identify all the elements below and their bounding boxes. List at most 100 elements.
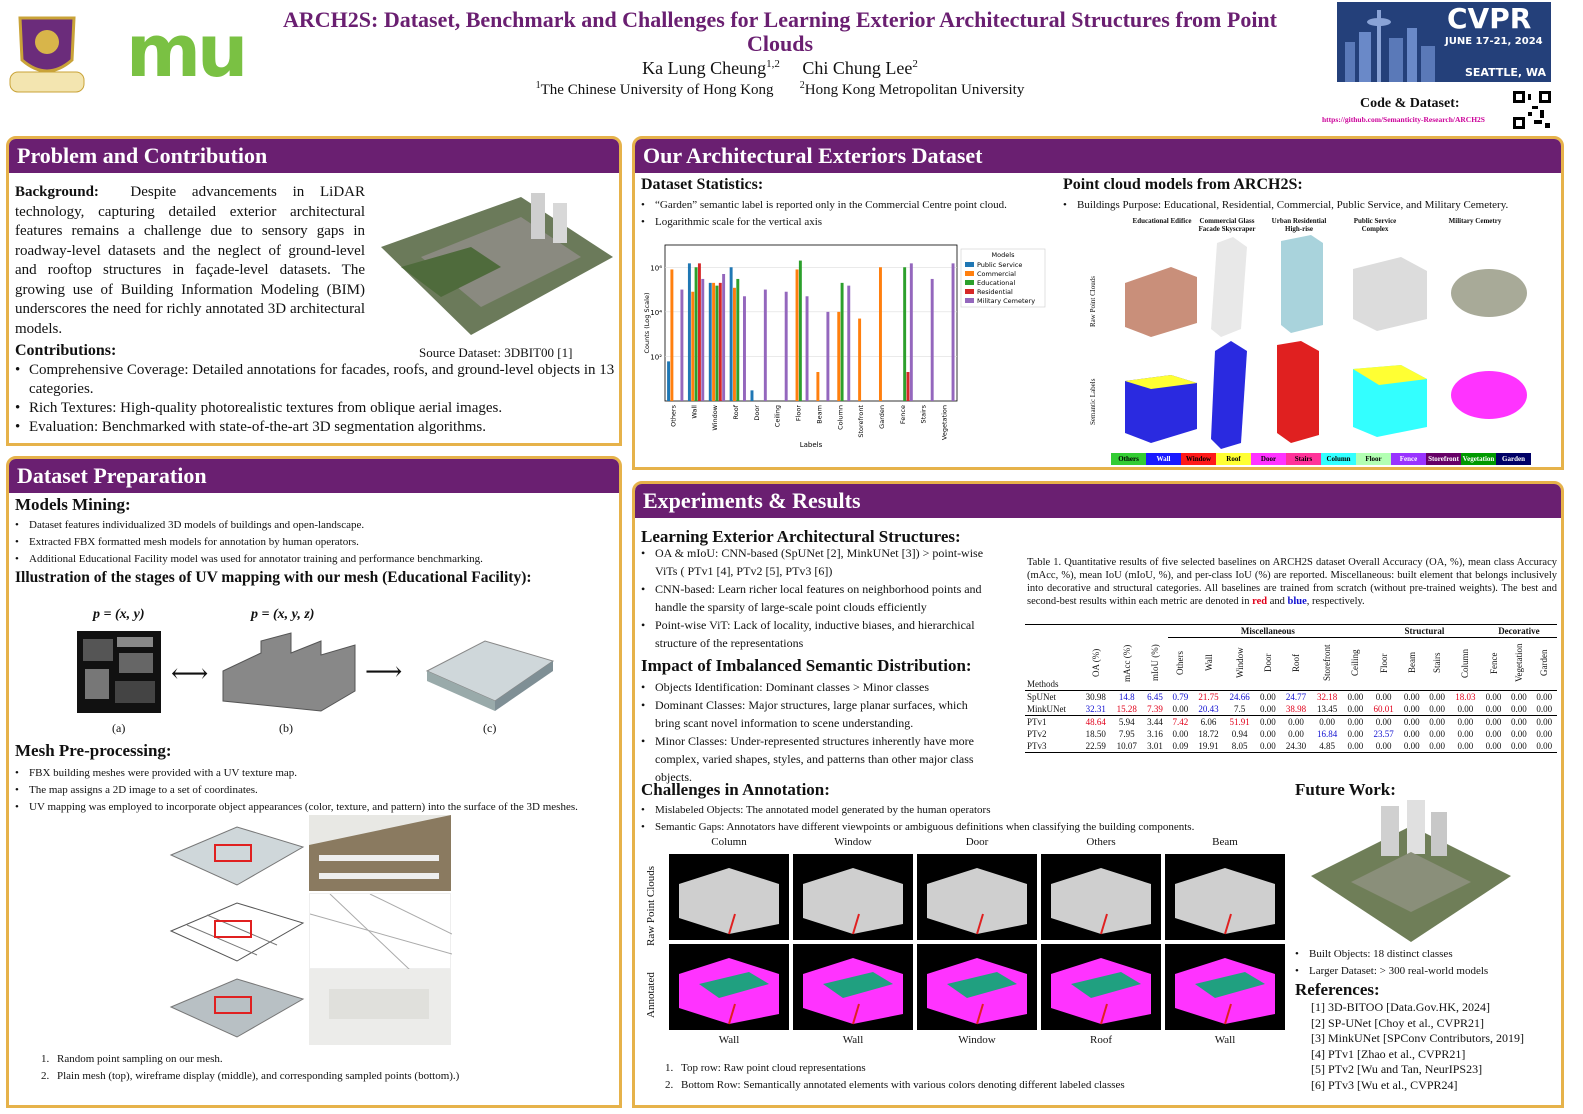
cvpr-logo: CVPR JUNE 17-21, 2024 SEATTLE, WA [1337, 2, 1551, 82]
bar [903, 267, 906, 401]
list-item: Evaluation: Benchmarked with state-of-th… [15, 418, 619, 437]
legend-swatch [965, 298, 974, 303]
x-tick-label: Roof [732, 404, 740, 419]
label-distribution-chart: 10⁶ 10⁴ 10² Others Wall Window Roof Door Ceiling… [639, 239, 1051, 451]
panel-title: Our Architectural Exteriors Dataset [635, 139, 1561, 173]
uv-texture-image [77, 631, 161, 713]
column-header: Beam [1399, 638, 1424, 691]
table-cell: 0.00 [1506, 728, 1531, 740]
legend-swatch: Column [1321, 453, 1356, 465]
list-item: FBX building meshes were provided with a… [15, 765, 619, 782]
table-cell: 0.79 [1168, 691, 1193, 704]
contributions-list: Comprehensive Coverage: Detailed annotat… [15, 361, 619, 437]
table-cell: 0.00 [1368, 716, 1399, 729]
cvpr-wordmark: CVPR [1447, 2, 1531, 35]
reference-number: [3] [1311, 1031, 1328, 1045]
list-item: Bottom Row: Semantically annotated eleme… [665, 1077, 1265, 1094]
panel-title: Dataset Preparation [9, 459, 619, 493]
table-cell: 0.00 [1481, 740, 1506, 753]
bar [879, 267, 882, 401]
table-cell: 18.50 [1080, 728, 1111, 740]
reference-item: [4] PTv1 [Zhao et al., CVPR21] [1311, 1047, 1561, 1063]
model-col-label: Commercial Glass Facade Skyscraper [1195, 217, 1259, 233]
table-cell: 16.84 [1312, 728, 1343, 740]
qr-code[interactable] [1512, 90, 1552, 130]
table-cell: 0.00 [1281, 728, 1312, 740]
table-cell: 0.00 [1255, 740, 1280, 753]
y-tick-label: 10² [650, 353, 662, 361]
legend-swatch: Vegetation [1461, 453, 1496, 465]
column-header: Others [1168, 638, 1193, 691]
affiliation-1: The Chinese University of Hong Kong [541, 82, 774, 98]
hkmu-logo: mu [126, 16, 248, 86]
legend-swatch: Stairs [1286, 453, 1321, 465]
bar [816, 372, 819, 401]
list-item: The map assigns a 2D image to a set of c… [15, 782, 619, 799]
table-cell: 14.8 [1111, 691, 1142, 704]
table-cell: 0.00 [1399, 691, 1424, 704]
table-cell: 0.00 [1450, 740, 1481, 753]
reference-text: PTv3 [Wu et al., CVPR24] [1328, 1078, 1458, 1092]
annotated-image [1041, 944, 1161, 1030]
column-header: Floor [1368, 638, 1399, 691]
table-cell: 0.00 [1281, 716, 1312, 729]
models-list: Buildings Purpose: Educational, Resident… [1063, 197, 1553, 214]
table-cell: 7.95 [1111, 728, 1142, 740]
imbalance-list: Objects Identification: Dominant classes… [641, 678, 991, 786]
bar [670, 269, 673, 401]
x-tick-label: Door [753, 405, 761, 421]
mesh-preprocessing-list: FBX building meshes were provided with a… [15, 765, 619, 816]
x-tick-label: Beam [815, 405, 823, 424]
legend-entry: Educational [977, 279, 1015, 287]
legend-swatch: Others [1111, 453, 1146, 465]
table-cell: 0.00 [1450, 703, 1481, 716]
affiliation-2: Hong Kong Metropolitan University [805, 82, 1025, 98]
panel-title: Problem and Contribution [9, 139, 619, 173]
references-label: References: [1295, 980, 1380, 1000]
raw-point-cloud-image [793, 854, 913, 940]
list-item: UV mapping was employed to incorporate o… [15, 799, 619, 816]
source-dataset-image [381, 187, 613, 337]
annotated-image [917, 944, 1037, 1030]
reference-number: [2] [1311, 1016, 1328, 1030]
bar [715, 286, 718, 401]
bar [709, 283, 712, 401]
list-item: Extracted FBX formatted mesh models for … [15, 534, 619, 551]
challenge-bottom-label: Wall [1165, 1034, 1285, 1046]
x-tick-label: Ceiling [774, 405, 782, 427]
bar [837, 312, 840, 401]
x-tick-label: Floor [795, 405, 803, 421]
list-item: OA & mIoU: CNN-based (SpUNet [2], MinkUN… [641, 544, 991, 580]
column-header: Window [1224, 638, 1255, 691]
table-cell: 0.00 [1481, 691, 1506, 704]
table-cell: 0.00 [1506, 703, 1531, 716]
table-cell: 0.00 [1343, 716, 1368, 729]
reference-text: PTv2 [Wu and Tan, NeurIPS23] [1328, 1062, 1482, 1076]
legend-swatch: Window [1181, 453, 1216, 465]
table-cell: 60.01 [1368, 703, 1399, 716]
table-cell: 18.03 [1450, 691, 1481, 704]
legend-swatch: Roof [1216, 453, 1251, 465]
column-header: mAcc (%) [1111, 638, 1142, 691]
table-row: PTv2 18.50 7.95 3.16 0.00 18.72 0.94 0.00 0.00 16… [1025, 728, 1557, 740]
column-header: Ceiling [1343, 638, 1368, 691]
code-url[interactable]: https://github.com/Semanticity-Research/… [1322, 115, 1485, 124]
list-item: CNN-based: Learn richer local features o… [641, 580, 991, 616]
mesh-preprocessing-label: Mesh Pre-processing: [15, 741, 172, 761]
bar [931, 279, 934, 401]
raw-point-cloud-image [917, 854, 1037, 940]
y-axis-label: Counts (Log Scale) [643, 293, 651, 354]
table-cell: 0.00 [1450, 728, 1481, 740]
method-name: PTv2 [1025, 728, 1080, 740]
learning-list: OA & mIoU: CNN-based (SpUNet [2], MinkUN… [641, 544, 991, 652]
caption-a: (a) [112, 721, 125, 736]
cvpr-dates: JUNE 17-21, 2024 [1445, 36, 1543, 47]
legend-swatch: Fence [1391, 453, 1426, 465]
future-work-image [1311, 796, 1511, 942]
table-cell: 0.00 [1424, 740, 1449, 753]
column-header: Fence [1481, 638, 1506, 691]
legend-swatch [965, 271, 974, 276]
affiliations: 1The Chinese University of Hong Kong 2Ho… [250, 80, 1310, 99]
table-cell: 0.00 [1399, 740, 1424, 753]
table-cell: 0.00 [1532, 691, 1557, 704]
